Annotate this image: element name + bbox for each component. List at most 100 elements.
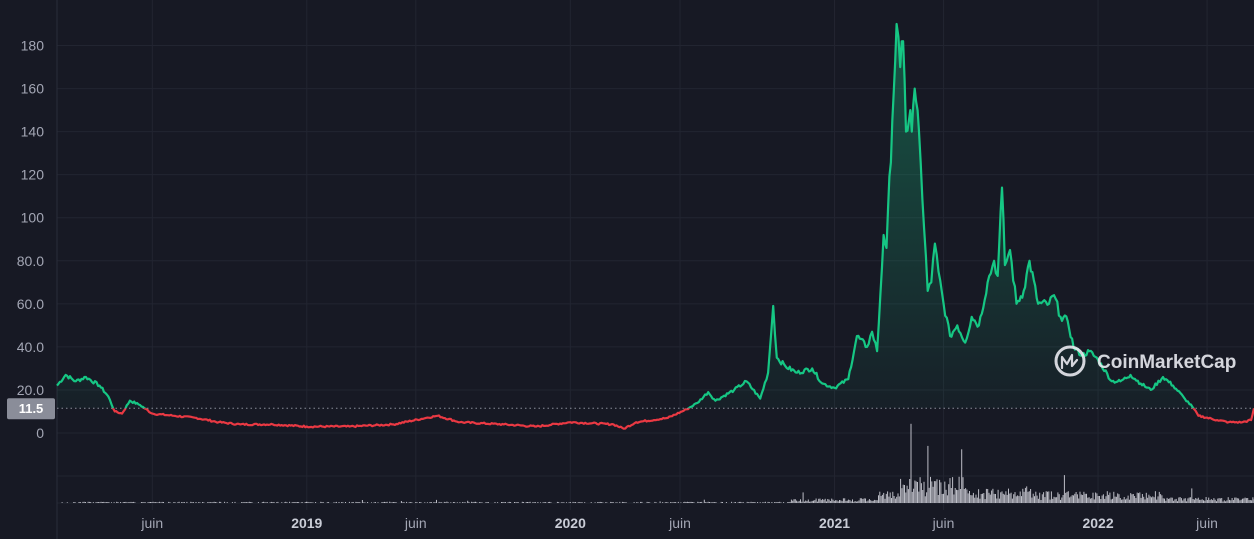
volume-bar	[915, 481, 917, 503]
volume-bar	[1247, 498, 1249, 503]
volume-bar	[883, 492, 885, 503]
volume-bar	[1076, 494, 1078, 503]
volume-bar	[900, 478, 902, 503]
volume-bar	[866, 501, 868, 503]
volume-bar	[703, 499, 705, 503]
volume-bar	[125, 501, 127, 503]
volume-bar	[862, 499, 864, 503]
volume-bar	[1139, 492, 1141, 503]
volume-bar	[1140, 497, 1142, 503]
volume-bar	[965, 488, 967, 503]
volume-bar	[1109, 492, 1111, 503]
volume-bar	[152, 501, 154, 503]
volume-bar	[930, 476, 931, 503]
volume-bar	[689, 501, 691, 503]
volume-bar	[1091, 498, 1093, 503]
volume-bar	[666, 502, 668, 503]
volume-bar	[1024, 487, 1026, 503]
volume-bar	[124, 502, 125, 503]
volume-bar	[190, 501, 192, 503]
volume-bar	[218, 501, 220, 503]
volume-bar	[1014, 492, 1016, 503]
volume-bar	[797, 501, 799, 503]
volume-bar	[783, 502, 785, 503]
volume-bar	[963, 489, 965, 503]
price-area-fill	[57, 24, 1254, 409]
volume-bar	[754, 502, 756, 503]
volume-bar	[1128, 499, 1130, 503]
volume-bar	[523, 502, 525, 503]
volume-bar	[572, 501, 574, 503]
volume-bar	[224, 501, 226, 503]
volume-bar	[556, 501, 558, 503]
volume-bar	[116, 501, 118, 503]
volume-bar	[285, 501, 287, 503]
volume-bar	[1144, 499, 1146, 503]
volume-bar	[1231, 498, 1233, 503]
volume-bar	[358, 502, 359, 503]
volume-bar	[594, 502, 596, 503]
volume-bar	[1101, 495, 1103, 503]
volume-bar	[1097, 496, 1099, 503]
volume-bar	[1149, 496, 1151, 503]
volume-bar	[177, 502, 179, 503]
volume-bar	[393, 502, 395, 503]
volume-bar	[577, 502, 579, 503]
price-line	[56, 22, 1254, 430]
volume-bar	[1054, 497, 1056, 503]
volume-bar	[105, 502, 107, 503]
volume-bar	[472, 502, 474, 503]
volume-bar	[151, 502, 153, 503]
volume-bar	[800, 499, 801, 503]
volume-bar	[429, 502, 431, 503]
volume-bar	[992, 488, 994, 503]
volume-bar	[1011, 498, 1013, 503]
volume-bar	[1161, 495, 1163, 503]
volume-bar	[887, 491, 889, 503]
volume-bar	[983, 493, 985, 503]
volume-bar	[996, 498, 998, 503]
volume-bar	[580, 502, 582, 503]
volume-bar	[263, 501, 265, 503]
volume-bar	[476, 502, 478, 503]
volume-bar	[1083, 491, 1085, 503]
y-tick-label: 60.0	[17, 296, 44, 312]
volume-bar	[242, 502, 244, 503]
volume-bar	[814, 500, 816, 503]
volume-bar	[234, 501, 236, 503]
volume-bar	[654, 501, 656, 503]
volume-bar	[1147, 497, 1149, 503]
volume-bar	[1195, 498, 1197, 503]
x-tick-label: 2019	[291, 515, 322, 531]
volume-bar	[355, 501, 357, 503]
volume-bar	[688, 502, 690, 503]
volume-bar	[859, 498, 861, 503]
volume-bar	[959, 489, 961, 503]
volume-bar	[1131, 494, 1133, 503]
volume-bar	[286, 502, 288, 503]
volume-bar	[371, 502, 372, 503]
volume-bar	[918, 491, 920, 503]
volume-bar	[753, 502, 755, 503]
volume-bar	[699, 502, 701, 503]
volume-bar	[1132, 494, 1134, 503]
volume-bar	[445, 502, 447, 503]
volume-bar	[1166, 497, 1168, 503]
volume-bar	[209, 502, 211, 503]
volume-bar	[277, 501, 279, 503]
volume-bar	[1251, 500, 1253, 503]
volume-bar	[111, 502, 112, 503]
volume-bar	[514, 502, 515, 503]
volume-bar	[909, 479, 911, 503]
volume-bar	[463, 502, 465, 503]
volume-bar	[763, 502, 765, 503]
volume-bar	[251, 502, 253, 503]
volume-bar	[742, 502, 744, 503]
volume-bar	[1219, 498, 1221, 503]
volume-bar	[300, 502, 302, 503]
volume-bar	[1040, 500, 1042, 503]
volume-bar	[940, 482, 942, 503]
volume-bar	[83, 501, 85, 503]
volume-bar	[888, 496, 890, 503]
volume-bar	[291, 502, 293, 503]
